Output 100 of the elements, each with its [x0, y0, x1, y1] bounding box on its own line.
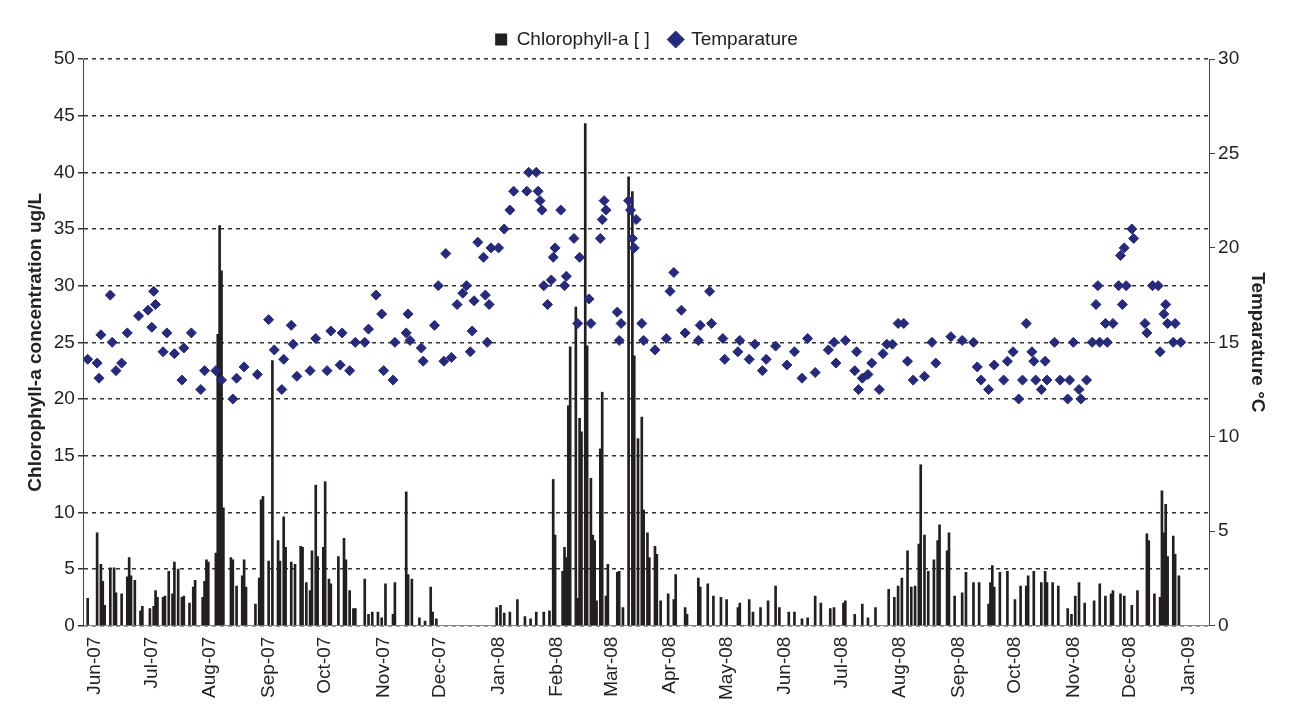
y-tick-label: 45	[53, 103, 75, 125]
x-tick-label: Jan-08	[486, 636, 508, 695]
y2-tick-label: 5	[1218, 519, 1229, 541]
x-tick-label: Aug-07	[198, 636, 220, 698]
y-tick-label: 40	[53, 160, 75, 182]
bar	[725, 599, 728, 626]
bar	[1136, 590, 1139, 626]
bar	[787, 611, 791, 626]
bar	[1122, 595, 1126, 626]
bar	[828, 608, 832, 626]
bar	[499, 604, 502, 626]
bar	[712, 595, 715, 626]
x-tick-label: Feb-08	[545, 636, 567, 697]
bar	[429, 586, 433, 626]
y-tick-label: 20	[53, 387, 75, 409]
bar	[938, 524, 941, 626]
bar	[529, 618, 532, 626]
x-tick-label: Jul-08	[829, 636, 851, 689]
y-tick-label: 15	[53, 443, 75, 465]
bar	[314, 484, 318, 626]
y-tick-label: 10	[53, 500, 75, 522]
bar	[627, 176, 630, 626]
bar	[337, 556, 340, 626]
bar	[1104, 595, 1107, 626]
bar	[1066, 608, 1070, 626]
bar	[972, 582, 975, 626]
bar	[568, 346, 572, 626]
bar	[133, 579, 137, 626]
bar	[600, 391, 604, 626]
y2-tick-label: 15	[1218, 330, 1240, 352]
bar	[1083, 602, 1087, 626]
y-tick-label: 0	[64, 613, 75, 635]
bar	[167, 570, 171, 626]
bar	[774, 585, 777, 626]
bar	[495, 607, 498, 626]
bar	[1006, 570, 1009, 626]
x-tick-label: Apr-08	[658, 636, 680, 694]
x-tick-label: Jan-09	[1176, 636, 1198, 695]
bar	[738, 602, 742, 626]
bar	[674, 574, 678, 626]
bar	[1153, 593, 1156, 626]
bar	[1098, 583, 1102, 626]
bar	[806, 617, 809, 626]
y-tick-label: 50	[53, 47, 75, 69]
bar	[853, 613, 857, 626]
bar	[1019, 585, 1022, 626]
bar	[370, 611, 374, 626]
bar	[793, 611, 796, 626]
bar	[173, 561, 176, 626]
bar	[1130, 604, 1134, 626]
bar	[953, 595, 956, 626]
y-tick-label: 5	[64, 557, 75, 579]
y2-tick-label: 30	[1218, 47, 1240, 69]
bar	[747, 599, 751, 626]
bar	[860, 603, 864, 626]
bar	[666, 593, 670, 626]
bar	[108, 567, 112, 626]
x-tick-label: Jun-07	[83, 636, 105, 695]
x-tick-label: Sep-07	[256, 636, 278, 698]
bar	[1032, 570, 1036, 626]
x-tick-label: Oct-08	[1003, 636, 1025, 694]
x-tick-label: Mar-08	[599, 636, 621, 697]
bar	[141, 606, 144, 626]
x-tick-label: Oct-07	[313, 636, 335, 694]
y-axis-title: Chlorophyll-a concentration ug/L	[23, 192, 45, 492]
x-tick-label: Nov-07	[371, 636, 393, 698]
bar	[289, 561, 293, 626]
x-tick-label: Jun-08	[773, 636, 795, 695]
y-tick-label: 35	[53, 217, 75, 239]
bar	[1051, 582, 1054, 626]
x-tick-label: Nov-08	[1061, 636, 1083, 698]
bar	[874, 607, 877, 626]
bar	[887, 589, 891, 626]
legend-label: Chlorophyll-a [ ]	[516, 27, 650, 49]
bar	[919, 464, 923, 626]
y2-tick-label: 25	[1218, 141, 1240, 163]
bar	[534, 611, 538, 626]
y2-tick-label: 20	[1218, 236, 1240, 258]
bar	[271, 360, 274, 626]
bar	[542, 611, 546, 626]
bar	[404, 491, 408, 626]
bar	[384, 583, 387, 626]
bar	[516, 599, 519, 626]
bar	[86, 598, 90, 626]
bar	[363, 578, 367, 626]
y2-tick-label: 10	[1218, 425, 1240, 446]
bar	[640, 416, 644, 626]
bar	[1056, 585, 1060, 626]
y2-tick-label: 0	[1218, 613, 1229, 635]
x-tick-label: Sep-08	[946, 636, 968, 698]
legend-label: Temparature	[691, 27, 798, 49]
y2-axis-title: Temparature °C	[1248, 272, 1270, 413]
bar	[759, 607, 762, 626]
x-tick-label: May-08	[714, 636, 736, 700]
y-tick-label: 25	[53, 330, 75, 352]
bar	[329, 583, 333, 626]
x-tick-label: Dec-07	[428, 636, 450, 698]
bar	[706, 583, 710, 626]
bar	[418, 617, 421, 626]
bar	[813, 595, 817, 626]
